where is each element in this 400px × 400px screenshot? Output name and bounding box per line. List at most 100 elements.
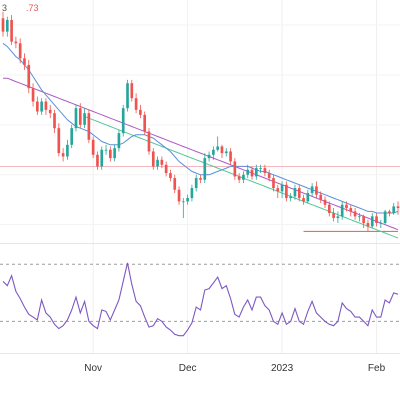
candle-body bbox=[336, 216, 340, 219]
top-left-label: 3 bbox=[2, 3, 7, 13]
candle-body bbox=[117, 133, 121, 149]
candle-body bbox=[18, 43, 22, 59]
candle-body bbox=[74, 108, 78, 129]
candle-body bbox=[199, 178, 202, 180]
candle-body bbox=[143, 114, 147, 132]
candle bbox=[96, 151, 99, 170]
candle bbox=[53, 109, 56, 134]
candle bbox=[48, 104, 52, 119]
candle bbox=[57, 123, 61, 157]
candle-body bbox=[297, 188, 301, 199]
candle bbox=[147, 128, 151, 155]
candle bbox=[392, 203, 396, 215]
candle bbox=[31, 83, 35, 107]
candle bbox=[40, 98, 43, 115]
candle bbox=[78, 103, 82, 129]
candle-body bbox=[66, 144, 69, 157]
candle-body bbox=[280, 184, 284, 192]
x-tick-label: 2023 bbox=[271, 363, 294, 374]
x-axis: Nov Dec 2023 Feb bbox=[84, 363, 385, 374]
candle-body bbox=[10, 19, 13, 42]
candle-body bbox=[250, 169, 254, 177]
candle-body bbox=[379, 223, 383, 224]
candle-body bbox=[36, 101, 39, 112]
candle-body bbox=[366, 223, 370, 227]
candle-body bbox=[156, 159, 159, 167]
candle-body bbox=[139, 109, 142, 115]
candle-body bbox=[57, 128, 61, 154]
candle-body bbox=[186, 198, 189, 202]
candle-body bbox=[194, 178, 198, 189]
candle bbox=[259, 164, 262, 174]
candle-body bbox=[100, 149, 104, 167]
candle-body bbox=[61, 153, 65, 157]
candle-body bbox=[392, 206, 396, 214]
candle-body bbox=[246, 169, 250, 175]
candle bbox=[66, 139, 69, 160]
candle bbox=[220, 144, 224, 159]
candle-body bbox=[302, 198, 305, 202]
candle bbox=[23, 53, 26, 70]
candle bbox=[194, 174, 198, 192]
x-tick-label: Dec bbox=[179, 363, 197, 374]
candle-body bbox=[254, 168, 258, 177]
candle bbox=[121, 104, 125, 137]
candle bbox=[345, 201, 348, 212]
candles bbox=[1, 11, 400, 232]
candle-body bbox=[44, 101, 48, 110]
candle bbox=[250, 166, 254, 180]
candle bbox=[190, 184, 194, 202]
candle bbox=[280, 181, 284, 199]
candle bbox=[134, 93, 138, 114]
candle bbox=[396, 201, 400, 215]
candle bbox=[181, 198, 185, 219]
candle-body bbox=[272, 178, 275, 189]
candle-body bbox=[164, 164, 168, 174]
ma-fast-line bbox=[2, 42, 399, 214]
top-right-label: .73 bbox=[26, 3, 39, 13]
candle-body bbox=[306, 193, 310, 202]
candle-body bbox=[362, 216, 365, 224]
candle-body bbox=[87, 113, 91, 140]
candle-body bbox=[396, 206, 400, 209]
candle-body bbox=[285, 184, 288, 199]
candle-body bbox=[293, 188, 297, 197]
candle-body bbox=[370, 216, 374, 227]
candle bbox=[5, 16, 9, 37]
candle bbox=[315, 181, 318, 199]
candle bbox=[151, 148, 155, 170]
candle bbox=[285, 181, 288, 202]
candle bbox=[10, 14, 13, 45]
candle bbox=[117, 129, 121, 152]
candle bbox=[113, 144, 116, 162]
candle-body bbox=[327, 204, 331, 214]
candle-body bbox=[323, 199, 327, 205]
candle bbox=[14, 36, 18, 49]
candle bbox=[349, 204, 353, 217]
candle bbox=[319, 191, 323, 204]
candle bbox=[27, 59, 31, 94]
candle bbox=[229, 148, 232, 165]
candle bbox=[293, 184, 297, 200]
candle bbox=[18, 38, 22, 64]
candle-body bbox=[375, 216, 378, 224]
candle bbox=[164, 161, 168, 177]
candle bbox=[177, 186, 181, 205]
candle bbox=[242, 171, 245, 184]
candle-body bbox=[353, 211, 357, 217]
candle-body bbox=[315, 186, 318, 195]
candle-body bbox=[224, 151, 228, 154]
candle-body bbox=[83, 113, 86, 125]
candle-body bbox=[259, 168, 262, 169]
candle-body bbox=[358, 216, 361, 218]
candle bbox=[327, 201, 331, 217]
candle bbox=[237, 173, 241, 184]
candle-body bbox=[14, 41, 18, 44]
candle bbox=[272, 174, 275, 192]
candle bbox=[203, 153, 207, 184]
ma-slow-line bbox=[84, 116, 399, 239]
candle-body bbox=[134, 98, 138, 110]
candle-body bbox=[96, 154, 99, 167]
candle bbox=[366, 219, 370, 232]
candle bbox=[143, 111, 147, 135]
